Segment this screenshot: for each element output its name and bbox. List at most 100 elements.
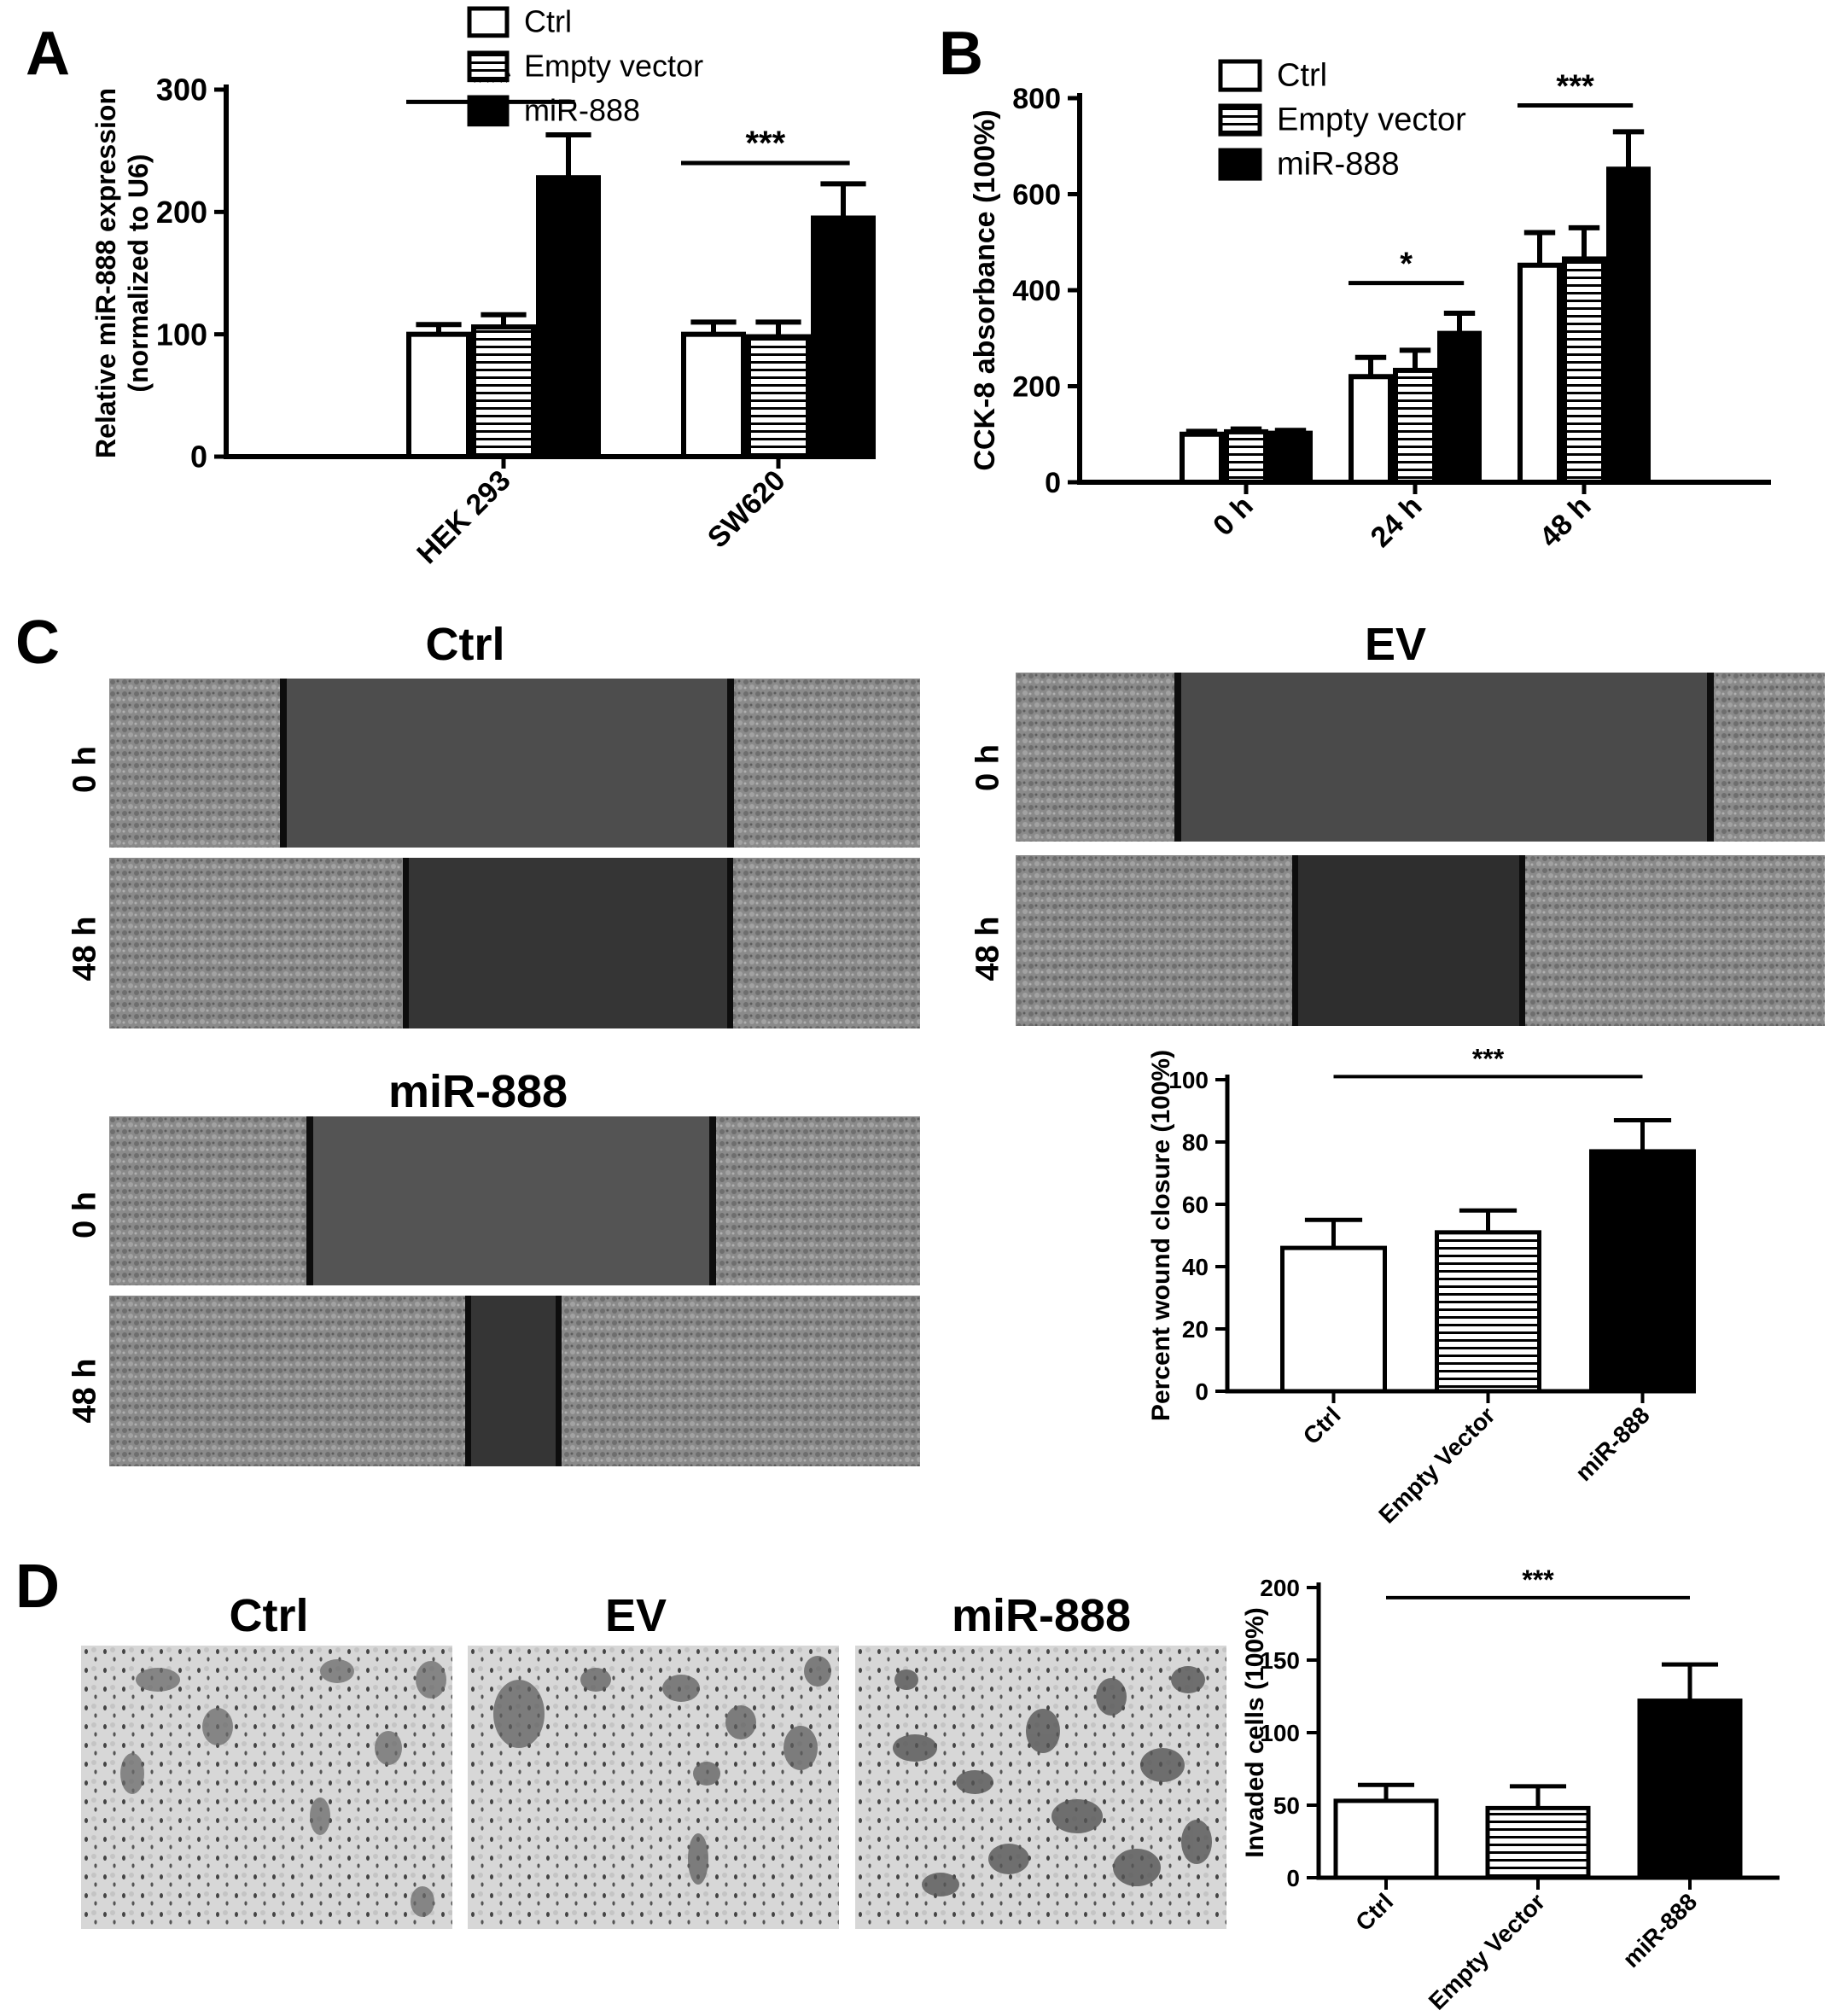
chart-b-bar-0-h-mir-888 <box>1268 430 1313 485</box>
chart-a-y-axis-label: Relative miR-888 expression <box>90 88 121 458</box>
photo-title-c-mir888: miR-888 <box>387 1066 568 1117</box>
chart-b-bar-24-h-empty-vector <box>1393 367 1437 485</box>
micrograph-c-ev-48h <box>1016 855 1825 1026</box>
time-label-c-ev-48h: 48 h <box>970 916 1006 982</box>
chart-a-bar-sw620-empty-vector <box>746 334 811 459</box>
chart-b-bar-0-h-empty-vector <box>1224 428 1268 485</box>
chart-a-legend-swatch-ctrl <box>467 6 510 38</box>
micrograph-c-ctrl-48h <box>109 858 920 1028</box>
chart-d-xtick-label: Ctrl <box>1350 1888 1398 1936</box>
chart-b-ytick-label: 800 <box>1012 83 1061 115</box>
panel-label-d: D <box>15 1553 60 1621</box>
chart-b-legend-label-empty-vector: Empty vector <box>1277 102 1466 138</box>
chart-d-ytick-label: 200 <box>1260 1575 1300 1601</box>
chart-c-xtick-label: Ctrl <box>1298 1401 1346 1449</box>
chart-a-bar-hek-293-empty-vector <box>471 324 536 460</box>
chart-a-significance-label: *** <box>745 125 785 162</box>
chart-d-ytick-label: 150 <box>1260 1647 1300 1674</box>
micrograph-c-mir888-0h <box>109 1116 920 1285</box>
photo-title-d-ctrl: Ctrl <box>229 1590 309 1641</box>
photo-title-d-mir888: miR-888 <box>951 1590 1132 1641</box>
chart-a-bar-sw620-ctrl <box>681 331 746 459</box>
time-label-c-ctrl-48h: 48 h <box>67 916 103 982</box>
chart-b-ytick-label: 400 <box>1012 275 1061 307</box>
chart-b-legend-swatch-mir-888 <box>1218 148 1262 181</box>
panel-label-a: A <box>26 20 70 88</box>
chart-d-bar-mir-888 <box>1637 1698 1743 1880</box>
chart-a-y-axis-label: (normalized to U6) <box>123 154 154 392</box>
chart-c-ytick-label: 100 <box>1168 1067 1209 1093</box>
photo-title-c-ctrl: Ctrl <box>425 619 505 670</box>
chart-b-significance-label: *** <box>1556 68 1594 104</box>
micrograph-d-ev <box>468 1646 839 1929</box>
photo-title-d-ev: EV <box>604 1590 667 1641</box>
chart-b-cck8-absorbance: 0 200 400 600 800 CCK-8 absorbance (100%) 0 h 2… <box>969 58 1771 554</box>
chart-b-bar-48-h-empty-vector <box>1562 256 1606 485</box>
chart-a-xtick-label: SW620 <box>702 464 792 555</box>
chart-d-bar-empty-vector <box>1485 1805 1591 1880</box>
chart-c-y-axis-label: Percent wound closure (100%) <box>1147 1050 1175 1421</box>
chart-a-bar-hek-293-ctrl <box>406 331 471 459</box>
chart-b-bar-24-h-mir-888 <box>1437 330 1482 485</box>
chart-a-bar-sw620-mir-888 <box>811 215 876 459</box>
chart-a-ytick-label: 300 <box>156 73 207 108</box>
chart-a-legend-label-empty-vector: Empty vector <box>524 48 703 83</box>
chart-b-xtick-label: 0 h <box>1207 490 1260 543</box>
panel-label-b: B <box>939 20 983 88</box>
chart-c-ytick-label: 60 <box>1182 1192 1209 1218</box>
chart-b-significance-label: * <box>1400 247 1413 283</box>
chart-b-legend-label-ctrl: Ctrl <box>1277 58 1327 94</box>
chart-b-ytick-label: 0 <box>1045 467 1061 499</box>
chart-d-xtick-label: miR-888 <box>1617 1888 1702 1972</box>
chart-d-ytick-label: 50 <box>1273 1792 1300 1819</box>
chart-d-bar-ctrl <box>1333 1798 1439 1880</box>
time-label-c-mir888-48h: 48 h <box>67 1358 103 1424</box>
chart-c-xtick-label: miR-888 <box>1570 1401 1655 1486</box>
chart-c-bar-ctrl <box>1280 1245 1387 1394</box>
chart-c-ytick-label: 20 <box>1182 1316 1209 1343</box>
chart-a-legend-swatch-empty-vector <box>467 50 510 83</box>
time-label-c-ev-0h: 0 h <box>970 744 1006 791</box>
chart-b-bar-48-h-ctrl <box>1518 262 1562 485</box>
chart-a-legend-swatch-mir-888 <box>467 95 510 127</box>
micrograph-c-ctrl-0h <box>109 679 920 848</box>
chart-a-ytick-label: 100 <box>156 317 207 352</box>
chart-b-xtick-label: 24 h <box>1365 490 1429 554</box>
chart-d-invaded-cells: 0 50 100 150 200 Invaded cells (100%) Ctrl Empt… <box>1241 1564 1780 2015</box>
micrograph-c-ev-0h <box>1016 673 1825 842</box>
time-label-c-ctrl-0h: 0 h <box>67 746 103 793</box>
chart-c-ytick-label: 0 <box>1195 1378 1209 1405</box>
chart-b-ytick-label: 200 <box>1012 370 1061 403</box>
chart-c-bar-mir-888 <box>1589 1149 1696 1394</box>
time-label-c-mir888-0h: 0 h <box>67 1192 103 1238</box>
chart-c-xtick-label: Empty Vector <box>1373 1401 1500 1529</box>
chart-a-mir888-expression: 0 100 200 300 Relative miR-888 expression (no… <box>90 3 876 570</box>
chart-d-xtick-label: Empty Vector <box>1424 1888 1551 2015</box>
chart-d-ytick-label: 0 <box>1286 1865 1300 1891</box>
chart-b-y-axis-label: CCK-8 absorbance (100%) <box>969 109 1001 470</box>
chart-c-bar-empty-vector <box>1435 1230 1541 1394</box>
chart-a-ytick-label: 200 <box>156 195 207 230</box>
chart-d-y-axis-label: Invaded cells (100%) <box>1241 1607 1269 1857</box>
chart-b-xtick-label: 48 h <box>1534 490 1598 554</box>
chart-c-ytick-label: 80 <box>1182 1129 1209 1156</box>
chart-a-bar-hek-293-mir-888 <box>536 175 601 459</box>
chart-b-legend-swatch-ctrl <box>1218 59 1262 92</box>
micrograph-c-mir888-48h <box>109 1296 920 1466</box>
chart-b-ytick-label: 600 <box>1012 178 1061 211</box>
chart-a-ytick-label: 0 <box>190 440 207 475</box>
chart-a-legend-label-ctrl: Ctrl <box>524 3 572 38</box>
chart-a-xtick-label: HEK 293 <box>411 464 516 570</box>
chart-b-bar-0-h-ctrl <box>1180 431 1224 485</box>
chart-a-legend-label-mir-888: miR-888 <box>524 92 640 127</box>
chart-c-significance-label: *** <box>1472 1043 1505 1074</box>
chart-b-legend-label-mir-888: miR-888 <box>1277 147 1400 183</box>
micrograph-d-ctrl <box>81 1646 452 1929</box>
chart-b-bar-48-h-mir-888 <box>1606 166 1651 485</box>
chart-c-ytick-label: 40 <box>1182 1254 1209 1280</box>
chart-d-ytick-label: 100 <box>1260 1720 1300 1746</box>
chart-b-bar-24-h-ctrl <box>1349 374 1393 485</box>
micrograph-d-mir888 <box>855 1646 1226 1929</box>
chart-d-significance-label: *** <box>1522 1564 1554 1595</box>
